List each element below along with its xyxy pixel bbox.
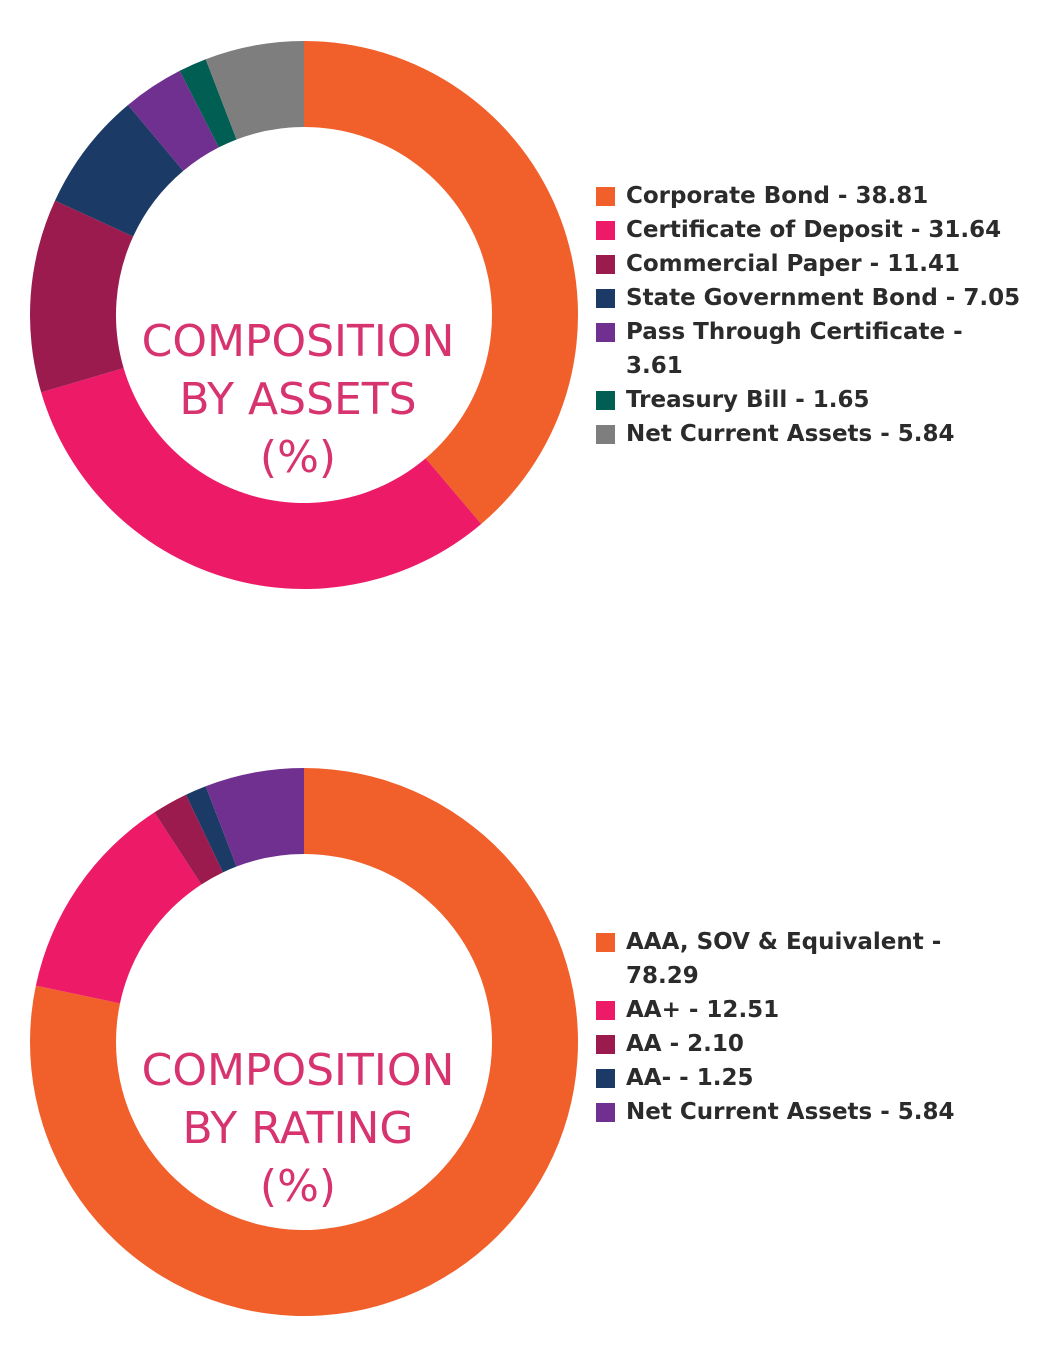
rating-title-line-2: BY RATING — [182, 1103, 414, 1154]
legend-item: AA- - 1.25 — [596, 1061, 976, 1095]
donut-slice-corporate-bond — [304, 41, 578, 524]
donut-slice-aa — [35, 812, 202, 1004]
legend-item: Certificate of Deposit - 31.64 — [596, 213, 1026, 247]
legend-label: Net Current Assets - 5.84 — [626, 421, 955, 447]
rating-title-line-3: (%) — [259, 1161, 337, 1212]
legend-label: Commercial Paper - 11.41 — [626, 251, 960, 277]
assets-title-line-3: (%) — [259, 432, 337, 483]
donut-slice-aaa-sov-equivalent — [29, 768, 578, 1316]
assets-legend: Corporate Bond - 38.81 Certificate of Dep… — [596, 179, 1026, 451]
rating-center-title: COMPOSITION BY RATING (%) — [120, 1042, 476, 1216]
legend-swatch — [596, 425, 615, 444]
legend-item: AAA, SOV & Equivalent - 78.29 — [596, 925, 976, 993]
legend-label: AA - 2.10 — [626, 1031, 744, 1057]
legend-item: Net Current Assets - 5.84 — [596, 1095, 976, 1129]
donut-slice-state-government-bond — [55, 104, 184, 237]
rating-legend: AAA, SOV & Equivalent - 78.29 AA+ - 12.51… — [596, 925, 976, 1129]
legend-swatch — [596, 1035, 615, 1054]
legend-swatch — [596, 221, 615, 240]
assets-title-line-1: COMPOSITION — [141, 316, 455, 367]
legend-item: Commercial Paper - 11.41 — [596, 247, 1026, 281]
legend-item: Treasury Bill - 1.65 — [596, 383, 1026, 417]
donut-slice-treasury-bill — [179, 59, 237, 148]
legend-swatch — [596, 289, 615, 308]
assets-title-line-2: BY ASSETS — [179, 374, 417, 425]
legend-item: Net Current Assets - 5.84 — [596, 417, 1026, 451]
donut-slice-commercial-paper — [30, 200, 134, 393]
donut-slice-aa — [185, 786, 237, 873]
legend-label: Pass Through Certificate - 3.61 — [626, 319, 963, 379]
legend-swatch — [596, 323, 615, 342]
legend-swatch — [596, 255, 615, 274]
legend-label: State Government Bond - 7.05 — [626, 285, 1021, 311]
assets-donut — [30, 41, 578, 589]
legend-swatch — [596, 187, 615, 206]
legend-swatch — [596, 933, 615, 952]
donut-slice-pass-through-certificate — [128, 70, 219, 171]
assets-center-title: COMPOSITION BY ASSETS (%) — [120, 313, 476, 487]
legend-label: AAA, SOV & Equivalent - 78.29 — [626, 929, 942, 989]
composition-by-rating-chart: COMPOSITION BY RATING (%) AAA, SOV & Equ… — [0, 720, 1038, 1352]
legend-item: AA - 2.10 — [596, 1027, 976, 1061]
legend-item: Pass Through Certificate - 3.61 — [596, 315, 1026, 383]
legend-item: Corporate Bond - 38.81 — [596, 179, 1026, 213]
legend-item: State Government Bond - 7.05 — [596, 281, 1026, 315]
rating-donut — [29, 768, 578, 1316]
legend-label: Corporate Bond - 38.81 — [626, 183, 929, 209]
legend-label: AA- - 1.25 — [626, 1065, 754, 1091]
legend-label: AA+ - 12.51 — [626, 997, 780, 1023]
legend-swatch — [596, 391, 615, 410]
legend-swatch — [596, 1069, 615, 1088]
legend-item: AA+ - 12.51 — [596, 993, 976, 1027]
donut-slice-certificate-of-deposit — [41, 368, 482, 589]
legend-swatch — [596, 1001, 615, 1020]
donut-slice-net-current-assets — [205, 768, 304, 867]
legend-swatch — [596, 1103, 615, 1122]
legend-label: Treasury Bill - 1.65 — [626, 387, 870, 413]
donut-slice-aa — [154, 794, 223, 885]
legend-label: Net Current Assets - 5.84 — [626, 1099, 955, 1125]
legend-label: Certificate of Deposit - 31.64 — [626, 217, 1002, 243]
rating-title-line-1: COMPOSITION — [141, 1045, 455, 1096]
donut-slice-net-current-assets — [205, 41, 304, 140]
composition-by-assets-chart: COMPOSITION BY ASSETS (%) Corporate Bond… — [0, 0, 1038, 640]
